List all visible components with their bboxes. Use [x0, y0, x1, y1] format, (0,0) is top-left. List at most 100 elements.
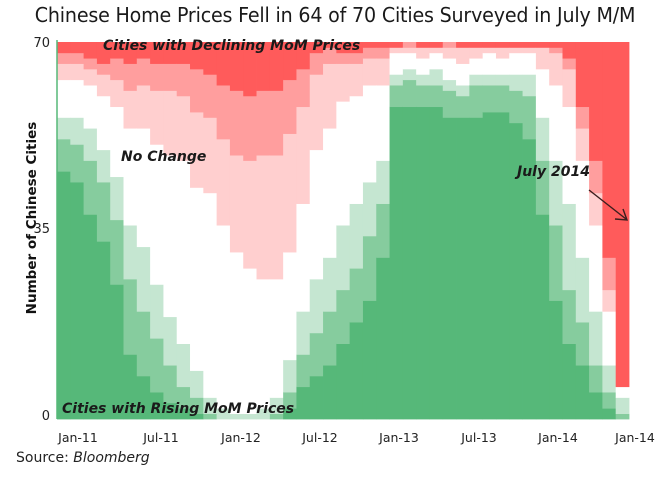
bar-rise-light-2011-01: [57, 117, 71, 140]
bar-fall-strong-2011-12: [203, 42, 218, 75]
bar-fall-strong-2012-05: [269, 42, 284, 91]
bar-rise-strong-2014-04: [575, 365, 590, 420]
bar-no-change-2011-12: [203, 192, 218, 398]
bar-rise-mid-2011-04: [96, 182, 111, 242]
bar-fall-strong-2011-06: [123, 42, 138, 64]
bar-rise-strong-2014-02: [549, 300, 563, 420]
bar-rise-light-2011-09: [163, 316, 178, 366]
bar-fall-light-2012-01: [216, 138, 231, 226]
bar-rise-light-2011-08: [150, 284, 164, 339]
bar-rise-mid-2011-11: [190, 397, 204, 415]
bar-fall-strong-2013-11: [509, 42, 523, 48]
bar-no-change-2013-10: [495, 58, 510, 75]
bar-fall-light-2011-12: [203, 117, 218, 194]
bar-rise-mid-2014-05: [589, 365, 603, 393]
bar-rise-mid-2013-04: [416, 85, 430, 108]
bar-fall-strong-2013-02: [389, 42, 404, 48]
bar-rise-mid-2013-06: [442, 90, 457, 118]
bar-fall-strong-2012-11: [349, 42, 364, 54]
bar-fall-mid-2014-05: [589, 160, 603, 194]
bar-no-change-2011-06: [123, 128, 138, 226]
bar-fall-light-2013-05: [429, 47, 444, 54]
bar-fall-light-2011-08: [150, 90, 164, 145]
bar-fall-light-2011-01: [57, 63, 71, 81]
bar-rise-mid-2013-12: [522, 95, 537, 140]
bar-fall-strong-2014-03: [562, 42, 577, 59]
bar-fall-strong-2014-02: [549, 42, 563, 48]
bar-no-change-2011-03: [83, 85, 98, 129]
bar-rise-light-2014-05: [589, 311, 603, 366]
bar-rise-mid-2012-07: [296, 354, 311, 388]
bar-rise-light-2013-04: [416, 74, 430, 86]
bar-fall-strong-2014-06: [602, 42, 617, 258]
bar-fall-mid-2011-10: [176, 63, 191, 97]
bar-fall-mid-2014-06: [602, 257, 617, 291]
bar-fall-light-2013-02: [389, 47, 404, 54]
bar-rise-strong-2012-08: [309, 375, 324, 420]
bar-fall-mid-2014-02: [549, 47, 563, 54]
bar-rise-light-2012-09: [323, 257, 337, 312]
bar-fall-light-2011-05: [110, 79, 124, 108]
x-tick-jan-13: Jan-13: [379, 430, 419, 445]
bar-fall-light-2014-06: [602, 289, 617, 312]
stacked-bars: [57, 42, 630, 420]
bar-no-change-2012-04: [256, 278, 271, 409]
bar-fall-light-2011-03: [83, 68, 98, 86]
bar-rise-strong-2011-03: [83, 214, 98, 420]
x-tick-jul-12: Jul-12: [302, 430, 338, 445]
bar-fall-strong-2011-09: [163, 42, 178, 64]
x-tick-jan-11: Jan-11: [58, 430, 98, 445]
bar-fall-mid-2012-06: [283, 79, 297, 134]
bar-no-change-2011-05: [110, 106, 124, 178]
bar-rise-mid-2012-06: [283, 392, 297, 409]
bar-fall-mid-2012-05: [269, 90, 284, 156]
bar-fall-strong-2013-12: [522, 42, 537, 48]
bar-rise-strong-2012-11: [349, 322, 364, 420]
bar-no-change-2012-08: [309, 149, 324, 280]
bar-rise-light-2012-01: [216, 408, 231, 420]
bar-fall-light-2013-09: [482, 47, 497, 54]
chart-title: Chinese Home Prices Fell in 64 of 70 Cit…: [34, 3, 636, 27]
bar-no-change-2014-01: [535, 68, 550, 118]
bar-rise-light-2011-12: [203, 397, 218, 415]
bar-fall-strong-2012-03: [243, 42, 257, 97]
bar-fall-mid-2013-03: [402, 42, 417, 48]
bar-fall-light-2012-04: [256, 155, 271, 280]
bar-rise-mid-2011-09: [163, 365, 178, 404]
bar-no-change-2013-08: [469, 58, 484, 75]
bar-rise-light-2013-09: [482, 74, 497, 86]
bar-fall-mid-2012-12: [362, 47, 377, 59]
bar-fall-strong-2011-01: [57, 42, 71, 54]
bar-fall-strong-2011-11: [190, 42, 204, 70]
bar-fall-light-2014-01: [535, 47, 550, 70]
bar-rise-light-2014-03: [562, 203, 577, 291]
bar-rise-light-2013-12: [522, 74, 537, 97]
bar-rise-light-2014-01: [535, 117, 550, 161]
x-tick-jan-14-end: Jan-14: [615, 430, 655, 445]
y-tick-35: 35: [33, 222, 50, 237]
arrow-shaft: [588, 189, 627, 220]
bar-fall-strong-2014-01: [535, 42, 550, 48]
bar-rise-light-2011-05: [110, 176, 124, 221]
bar-rise-mid-2014-07: [615, 413, 630, 420]
bar-fall-strong-2011-02: [70, 42, 84, 54]
bar-fall-light-2012-07: [296, 106, 311, 204]
bar-fall-strong-2011-03: [83, 42, 98, 59]
bar-no-change-2014-03: [562, 106, 577, 204]
bar-fall-strong-2012-07: [296, 42, 311, 70]
bar-rise-mid-2011-05: [110, 219, 124, 285]
bar-fall-light-2013-10: [495, 47, 510, 59]
bar-fall-mid-2011-11: [190, 68, 204, 113]
bar-fall-strong-2013-08: [469, 42, 484, 48]
bar-rise-mid-2013-02: [389, 85, 404, 108]
bar-rise-light-2011-07: [136, 246, 151, 312]
bar-rise-mid-2013-01: [376, 203, 390, 258]
bar-fall-mid-2012-02: [229, 90, 244, 156]
bar-fall-strong-2012-04: [256, 42, 271, 91]
bar-rise-strong-2013-02: [389, 106, 404, 420]
bar-fall-mid-2012-08: [309, 52, 324, 75]
bar-fall-mid-2012-04: [256, 90, 271, 156]
bar-rise-light-2012-10: [336, 225, 351, 291]
bar-fall-light-2012-06: [283, 133, 297, 253]
bar-rise-mid-2011-08: [150, 338, 164, 393]
